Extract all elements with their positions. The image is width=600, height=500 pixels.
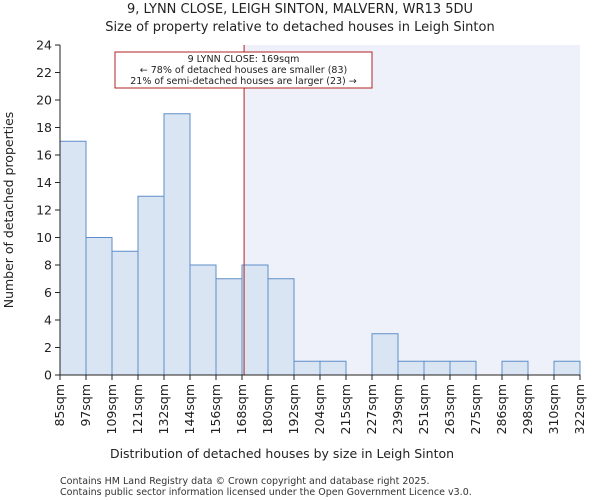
bar-310sqm (553, 360, 581, 376)
x-tick-label: 322sqm (572, 384, 587, 434)
y-tick-label: 14 (36, 175, 52, 190)
y-tick-label: 2 (44, 340, 52, 355)
x-tick-label: 286sqm (494, 384, 509, 434)
bar-204sqm (319, 360, 347, 376)
bar-227sqm (371, 333, 399, 376)
bar-192sqm (293, 360, 321, 376)
bar-97sqm (85, 237, 113, 376)
x-tick-label: 85sqm (52, 384, 67, 427)
x-tick-label: 121sqm (130, 384, 145, 434)
x-tick-label: 263sqm (442, 384, 457, 434)
x-tick-label: 97sqm (78, 384, 93, 427)
y-tick-label: 16 (36, 148, 52, 163)
shaded-region (244, 45, 580, 375)
x-tick-label: 180sqm (260, 384, 275, 434)
annotation-line-3: 21% of semi-detached houses are larger (… (130, 76, 357, 87)
y-tick-label: 20 (36, 93, 52, 108)
bar-144sqm (189, 264, 217, 376)
x-tick-label: 144sqm (182, 384, 197, 434)
x-tick-label: 251sqm (416, 384, 431, 434)
annotation-line-2: ← 78% of detached houses are smaller (83… (140, 65, 347, 76)
x-axis-label: Distribution of detached houses by size … (110, 446, 454, 461)
x-tick-label: 310sqm (546, 384, 561, 434)
x-tick-label: 215sqm (338, 384, 353, 434)
bar-251sqm (423, 360, 451, 376)
x-tick-label: 192sqm (286, 384, 301, 434)
bar-239sqm (397, 360, 425, 376)
annotation-line-1: 9 LYNN CLOSE: 169sqm (188, 54, 300, 65)
x-tick-label: 168sqm (234, 384, 249, 434)
footer-line2: Contains public sector information licen… (60, 487, 472, 498)
chart-title-line1: 9, LYNN CLOSE, LEIGH SINTON, MALVERN, WR… (127, 2, 473, 17)
x-tick-label: 109sqm (104, 384, 119, 434)
y-tick-label: 12 (36, 203, 52, 218)
chart-title-line2: Size of property relative to detached ho… (105, 20, 494, 35)
x-tick-label: 132sqm (156, 384, 171, 434)
y-tick-label: 18 (36, 120, 52, 135)
x-tick-label: 298sqm (520, 384, 535, 434)
bar-263sqm (449, 360, 477, 376)
x-tick-label: 227sqm (364, 384, 379, 434)
x-tick-label: 239sqm (390, 384, 405, 434)
x-tick-label: 156sqm (208, 384, 223, 434)
bar-286sqm (501, 360, 529, 376)
x-tick-label: 275sqm (468, 384, 483, 434)
footer-line1: Contains HM Land Registry data © Crown c… (60, 476, 430, 487)
bar-121sqm (137, 195, 165, 376)
bar-168sqm (241, 264, 269, 376)
bar-180sqm (267, 278, 295, 376)
y-axis-label: Number of detached properties (1, 112, 16, 309)
y-tick-label: 0 (44, 368, 52, 383)
x-tick-label: 204sqm (312, 384, 327, 434)
y-tick-label: 8 (44, 258, 52, 273)
bar-156sqm (215, 278, 243, 376)
y-tick-label: 22 (36, 65, 52, 80)
bar-85sqm (59, 140, 87, 376)
y-tick-label: 10 (36, 230, 52, 245)
bar-109sqm (111, 250, 139, 376)
y-tick-label: 4 (44, 313, 52, 328)
bar-132sqm (163, 113, 191, 376)
y-tick-label: 24 (36, 38, 52, 53)
annotation-box (114, 51, 373, 89)
y-tick-label: 6 (44, 285, 52, 300)
